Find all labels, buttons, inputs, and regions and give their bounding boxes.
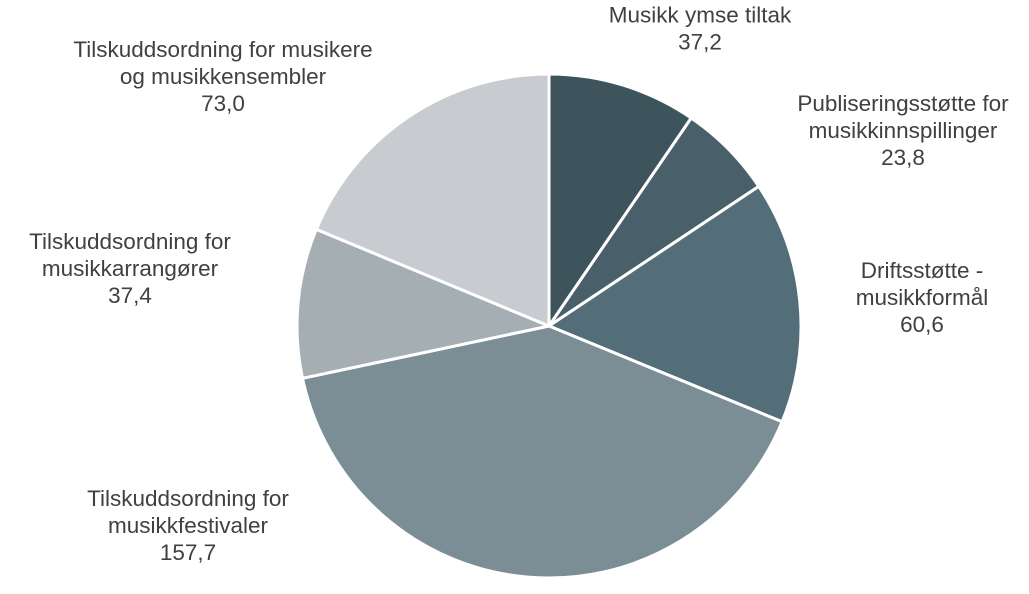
pie-slice-5 (295, 227, 551, 380)
pie-slice-6 (314, 72, 551, 328)
pie-slice-4 (300, 324, 784, 580)
slice-category: Tilskuddsordning for musikere (73, 37, 372, 62)
slice-category: musikkformål (856, 285, 989, 310)
slice-category: musikkarrangører (42, 256, 219, 281)
slice-label-5: Tilskuddsordning for musikkarrangører 37,4 (29, 229, 231, 308)
slice-label-3: Driftsstøtte -musikkformål 60,6 (856, 258, 989, 337)
slice-category: Tilskuddsordning for (87, 486, 289, 511)
slice-label-2: Publiseringsstøtte for musikkinnspillinge… (797, 91, 1009, 170)
slice-value: 23,8 (881, 145, 925, 170)
slice-category: Publiseringsstøtte for (797, 91, 1009, 116)
pie-slice-3 (547, 184, 803, 424)
slice-value: 37,4 (108, 283, 152, 308)
slice-category: og musikkensembler (120, 64, 327, 89)
slice-value: 157,7 (160, 540, 216, 565)
slice-category: musikkinnspillinger (809, 118, 998, 143)
pie-labels: Musikk ymse tiltak 37,2Publiseringsstøtte… (29, 3, 1009, 566)
slice-label-4: Tilskuddsordning for musikkfestivaler 157,… (87, 486, 289, 565)
slice-value: 73,0 (201, 91, 245, 116)
slice-label-1: Musikk ymse tiltak 37,2 (609, 3, 792, 55)
slice-category: Musikk ymse tiltak (609, 3, 792, 28)
slice-category: Driftsstøtte - (861, 258, 984, 283)
slice-value: 37,2 (678, 30, 722, 55)
slice-category: Tilskuddsordning for (29, 229, 231, 254)
slice-value: 60,6 (900, 312, 944, 337)
slice-label-6: Tilskuddsordning for musikere og musikken… (73, 37, 372, 116)
slice-category: musikkfestivaler (108, 513, 269, 538)
pie-slice-1 (547, 72, 693, 328)
pie-slices (295, 72, 803, 580)
